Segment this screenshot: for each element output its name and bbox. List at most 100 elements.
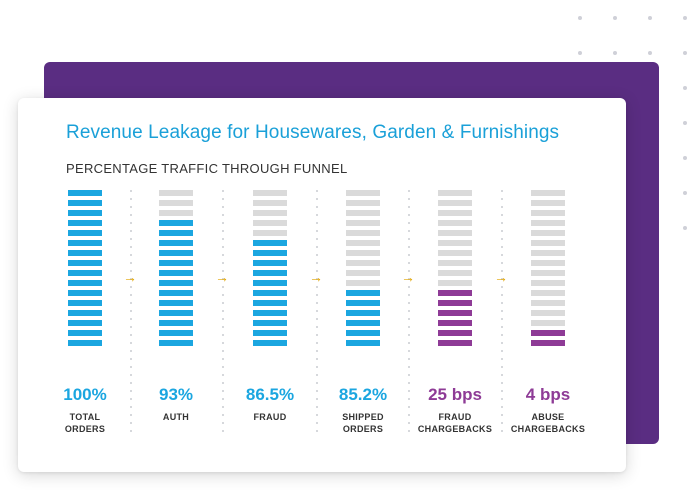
bar-segment-empty — [438, 250, 472, 256]
bar-segment-filled — [346, 330, 380, 336]
column-separator-dot — [222, 286, 224, 288]
bar-segment-filled — [253, 310, 287, 316]
bar-segment-empty — [346, 260, 380, 266]
column-separator-dot — [316, 334, 318, 336]
category-label: FRAUD — [224, 411, 316, 423]
column-separator-dot — [501, 238, 503, 240]
column-separator-dot — [222, 382, 224, 384]
bar-segment-filled — [346, 300, 380, 306]
bar-segment-filled — [159, 290, 193, 296]
column-separator-dot — [408, 414, 410, 416]
value-label: 86.5% — [245, 385, 295, 404]
column-separator-dot — [408, 254, 410, 256]
category-label: AUTH — [130, 411, 222, 423]
column-separator-dot — [501, 398, 503, 400]
column-separator-dot — [222, 302, 224, 304]
column-separator-dot — [408, 310, 410, 312]
grid-dot — [648, 51, 652, 55]
column-separator-dot — [222, 198, 224, 200]
bar-segment-empty — [531, 210, 565, 216]
column-separator-dot — [316, 270, 318, 272]
funnel-chart: 100% TOTAL ORDERS 93% AUTH 86.5% FRAUD 85.2% SHI… — [18, 98, 626, 472]
column-separator-dot — [501, 230, 503, 232]
bar-segment-empty — [531, 320, 565, 326]
bar-segment-filled — [438, 300, 472, 306]
bar-segment-filled — [159, 230, 193, 236]
column-separator-dot — [130, 422, 132, 424]
column-separator-dot — [408, 374, 410, 376]
column-separator-dot — [130, 318, 132, 320]
column-separator-dot — [130, 246, 132, 248]
column-separator-dot — [316, 286, 318, 288]
column-separator-dot — [130, 222, 132, 224]
column-separator-dot — [501, 190, 503, 192]
bar-segment-empty — [531, 290, 565, 296]
bar-segment-filled — [253, 250, 287, 256]
column-separator-dot — [501, 262, 503, 264]
value-label: 4 bps — [525, 385, 571, 404]
grid-dot — [683, 16, 687, 20]
column-separator-dot — [130, 206, 132, 208]
value-label: 85.2% — [338, 385, 388, 404]
bar-segment-filled — [438, 330, 472, 336]
bar-segment-filled — [159, 280, 193, 286]
column-separator-dot — [222, 406, 224, 408]
bar-segment-filled — [253, 330, 287, 336]
column-separator-dot — [316, 406, 318, 408]
bar-segment-empty — [531, 250, 565, 256]
column-separator-dot — [316, 310, 318, 312]
column-separator-dot — [130, 262, 132, 264]
bar-segment-filled — [159, 310, 193, 316]
bar-segment-empty — [346, 190, 380, 196]
chart-subtitle: PERCENTAGE TRAFFIC THROUGH FUNNEL — [66, 161, 348, 176]
bar-segment-filled — [253, 240, 287, 246]
column-separator-dot — [222, 414, 224, 416]
column-separator-dot — [501, 310, 503, 312]
column-separator-dot — [316, 214, 318, 216]
column-separator-dot — [408, 294, 410, 296]
column-separator-dot — [222, 222, 224, 224]
bar-segment-filled — [68, 300, 102, 306]
bar-segment-filled — [68, 320, 102, 326]
column-separator-dot — [130, 214, 132, 216]
column-separator-dot — [501, 326, 503, 328]
column-separator-dot — [501, 198, 503, 200]
bar-segment-filled — [253, 320, 287, 326]
column-separator-dot — [408, 430, 410, 432]
bar-segment-filled — [346, 310, 380, 316]
column-separator-dot — [222, 310, 224, 312]
column-separator-dot — [130, 254, 132, 256]
funnel-chart-card: Revenue Leakage for Housewares, Garden &… — [18, 98, 626, 472]
column-separator-dot — [501, 254, 503, 256]
column-separator-dot — [501, 334, 503, 336]
bar-segment-filled — [253, 340, 287, 346]
flow-arrow-icon: → — [401, 269, 415, 285]
column-separator-dot — [316, 318, 318, 320]
column-separator-dot — [130, 294, 132, 296]
bar-segment-filled — [159, 260, 193, 266]
column-separator-dot — [408, 214, 410, 216]
bar-segment-filled — [159, 330, 193, 336]
bar-segment-filled — [68, 210, 102, 216]
bar-segment-filled — [346, 340, 380, 346]
column-separator-dot — [222, 254, 224, 256]
column-separator-dot — [408, 398, 410, 400]
column-separator-dot — [501, 246, 503, 248]
column-separator-dot — [222, 214, 224, 216]
bar-segment-filled — [159, 340, 193, 346]
column-separator-dot — [408, 262, 410, 264]
value-label: 93% — [158, 385, 194, 404]
column-separator-dot — [222, 398, 224, 400]
column-separator-dot — [222, 294, 224, 296]
bar-segment-empty — [346, 210, 380, 216]
column-separator-dot — [501, 390, 503, 392]
column-separator-dot — [222, 422, 224, 424]
column-separator-dot — [130, 390, 132, 392]
bar-segment-empty — [159, 200, 193, 206]
column-separator-dot — [501, 382, 503, 384]
column-separator-dot — [408, 238, 410, 240]
bar-segment-filled — [159, 220, 193, 226]
bar-segment-filled — [68, 200, 102, 206]
column-separator-dot — [316, 222, 318, 224]
bar-segment-empty — [253, 230, 287, 236]
